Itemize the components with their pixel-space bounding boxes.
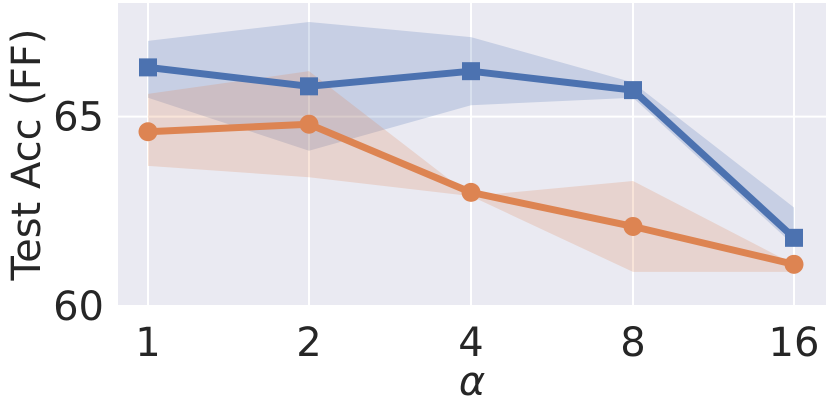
series-1-point — [785, 228, 803, 247]
grid-lines — [118, 3, 826, 307]
x-axis-label: α — [459, 359, 485, 402]
y-axis-label: Test Acc (FF) — [4, 28, 50, 281]
x-tick-label: 4 — [458, 320, 483, 366]
x-tick-labels: 1 2 4 8 16 — [135, 320, 819, 366]
y-tick-labels: 60 65 — [53, 95, 104, 330]
x-tick-label: 16 — [769, 320, 820, 366]
series-2-point — [461, 182, 481, 202]
series-1-point — [300, 77, 318, 96]
y-tick-label: 65 — [53, 95, 104, 141]
x-tick-label: 1 — [135, 320, 160, 366]
series-markers — [138, 58, 804, 274]
series-1-point — [624, 81, 642, 100]
x-tick-label: 2 — [296, 320, 321, 366]
series-1-point — [462, 62, 480, 81]
series-2-point — [623, 216, 643, 236]
x-tick-label: 8 — [620, 320, 645, 366]
series-1-point — [139, 58, 157, 77]
series-2-point — [784, 254, 804, 274]
series-2-point — [138, 122, 158, 142]
y-tick-label: 60 — [53, 284, 104, 330]
series-2-point — [299, 114, 319, 134]
